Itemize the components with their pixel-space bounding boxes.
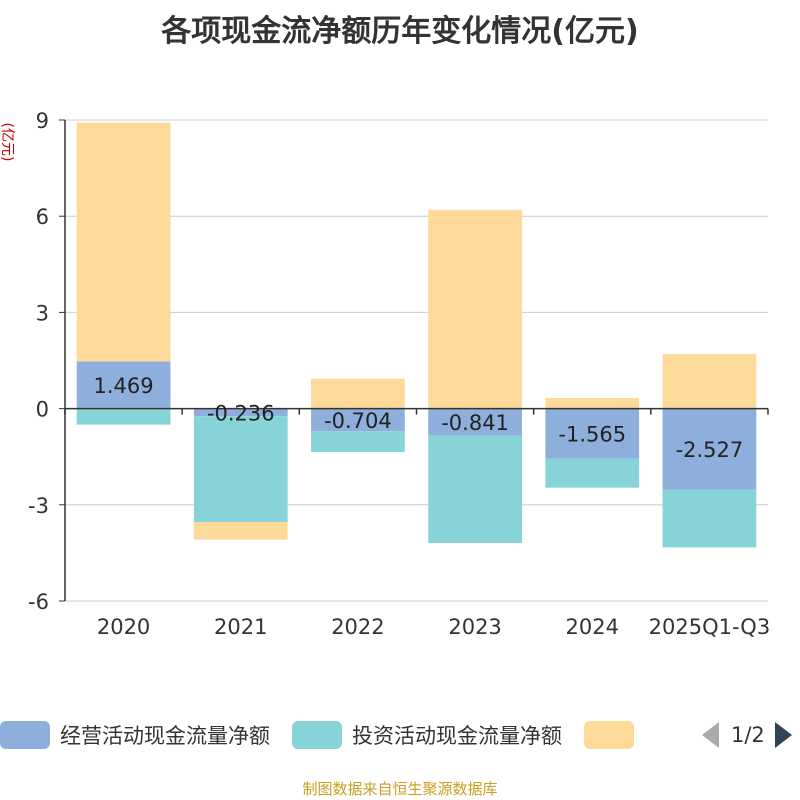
y-tick-label: 6 <box>36 205 49 229</box>
legend-swatch-investing <box>292 721 342 749</box>
legend-prev-page-icon[interactable] <box>702 722 719 748</box>
bar-financing <box>662 354 757 409</box>
bar-investing <box>193 416 288 522</box>
legend-item-financing[interactable] <box>584 721 644 749</box>
bar-operating <box>76 361 171 409</box>
data-label: -0.704 <box>324 409 392 433</box>
bar-financing <box>193 521 288 540</box>
legend-label-operating: 经营活动现金流量净额 <box>60 724 270 748</box>
y-tick-label: 0 <box>36 398 49 422</box>
bar-investing <box>311 431 405 453</box>
bar-investing <box>545 458 640 488</box>
bar-financing <box>545 398 640 409</box>
y-tick-label: 9 <box>36 109 49 133</box>
bar-investing <box>662 489 757 548</box>
legend-swatch-financing <box>584 721 634 749</box>
x-tick-label: 2020 <box>97 615 150 639</box>
data-label: -1.565 <box>558 423 626 447</box>
chart-title: 各项现金流净额历年变化情况(亿元) <box>161 14 639 49</box>
legend-pager: 1/2 <box>702 718 792 752</box>
y-tick-label: 3 <box>36 301 49 325</box>
data-label: 1.469 <box>94 374 154 398</box>
bar-financing <box>428 209 522 409</box>
y-tick-label: -3 <box>28 494 49 518</box>
x-tick-label: 2024 <box>566 615 619 639</box>
bar-operating <box>545 408 640 459</box>
data-source-note: 制图数据来自恒生聚源数据库 <box>302 780 498 798</box>
legend-item-investing[interactable]: 投资活动现金流量净额 <box>292 720 562 750</box>
bar-operating <box>428 408 522 436</box>
legend-swatch-operating <box>0 721 50 749</box>
bar-operating <box>193 408 288 417</box>
bar-investing <box>76 408 171 425</box>
legend-label-investing: 投资活动现金流量净额 <box>352 724 562 748</box>
data-label: -2.527 <box>676 438 744 462</box>
x-tick-label: 2021 <box>214 615 267 639</box>
bar-financing <box>76 122 171 362</box>
x-tick-label: 2022 <box>331 615 384 639</box>
legend-page-indicator: 1/2 <box>731 723 765 747</box>
x-tick-label: 2025Q1-Q3 <box>649 615 771 639</box>
y-tick-label: -6 <box>28 590 49 614</box>
x-tick-label: 2023 <box>448 615 501 639</box>
legend: 经营活动现金流量净额 投资活动现金流量净额 <box>0 718 666 752</box>
data-label: -0.841 <box>441 411 509 435</box>
legend-next-page-icon[interactable] <box>774 722 792 748</box>
bar-financing <box>311 378 405 409</box>
bar-investing <box>428 435 522 543</box>
bar-operating <box>311 408 405 432</box>
bar-operating <box>662 408 757 490</box>
data-label: -0.236 <box>207 401 275 425</box>
legend-item-operating[interactable]: 经营活动现金流量净额 <box>0 720 270 750</box>
